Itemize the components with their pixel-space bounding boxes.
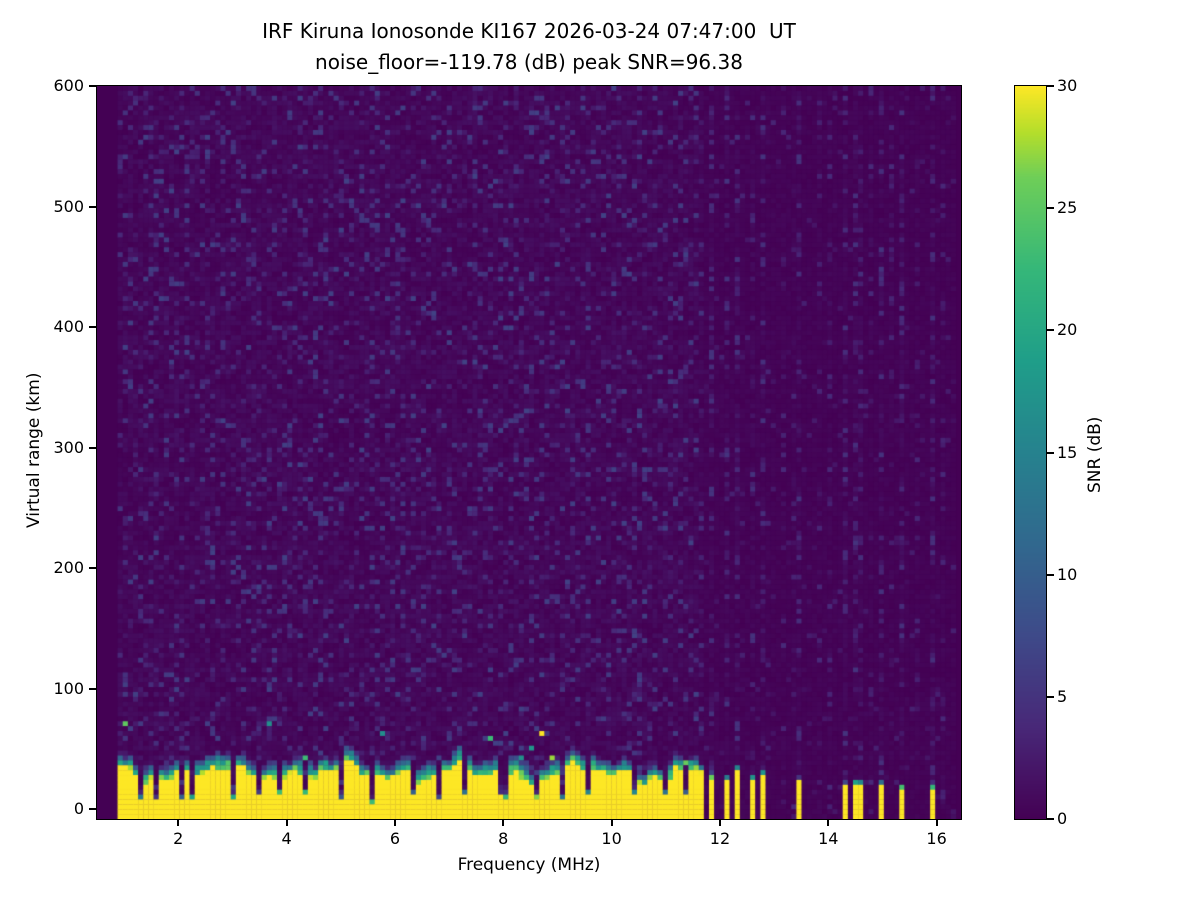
y-tick-label: 400: [53, 317, 84, 337]
colorbar-tick-mark: [1047, 329, 1054, 332]
y-tick-mark: [89, 85, 96, 87]
x-tick-mark: [285, 819, 288, 826]
colorbar-tick-mark: [1047, 451, 1054, 454]
x-tick-label: 6: [389, 829, 401, 848]
colorbar-tick-label: 25: [1057, 198, 1078, 218]
colorbar-tick-mark: [1047, 85, 1054, 87]
x-tick-label: 16: [926, 829, 947, 848]
y-tick-label: 300: [53, 437, 84, 457]
x-tick-label: 14: [818, 829, 839, 848]
x-tick-mark: [177, 819, 180, 826]
y-tick-mark: [89, 808, 96, 811]
y-tick-label: 500: [53, 196, 84, 216]
x-tick-mark: [827, 819, 830, 826]
colorbar-tick-mark: [1047, 573, 1054, 576]
colorbar-tick-mark: [1047, 207, 1054, 210]
x-tick-mark: [935, 819, 938, 826]
y-tick-mark: [89, 326, 96, 329]
chart-title-block: IRF Kiruna Ionosonde KI167 2026-03-24 07…: [96, 16, 962, 78]
x-tick-mark: [610, 819, 613, 826]
y-tick-label: 100: [53, 678, 84, 698]
colorbar-tick-label: 30: [1057, 76, 1078, 95]
colorbar-tick-mark: [1047, 695, 1054, 698]
colorbar-tick-mark: [1047, 818, 1054, 820]
heatmap-canvas: [97, 86, 961, 819]
colorbar-tick-label: 10: [1057, 564, 1078, 584]
x-tick-mark: [718, 819, 721, 826]
y-tick-mark: [89, 205, 96, 208]
y-tick-label: 0: [73, 799, 84, 819]
x-tick-label: 10: [601, 829, 622, 848]
y-tick-mark: [89, 687, 96, 690]
x-axis-label: Frequency (MHz): [457, 855, 601, 875]
colorbar-tick-label: 15: [1057, 442, 1078, 462]
y-tick-label: 600: [53, 76, 84, 95]
x-tick-mark: [393, 819, 396, 826]
chart-subtitle: noise_floor=-119.78 (dB) peak SNR=96.38: [315, 50, 743, 74]
x-tick-label: 4: [281, 829, 292, 848]
colorbar-label: SNR (dB): [1085, 416, 1105, 493]
x-tick-mark: [502, 819, 505, 826]
y-tick-mark: [89, 446, 96, 449]
chart-title: IRF Kiruna Ionosonde KI167 2026-03-24 07…: [262, 19, 796, 43]
x-tick-label: 8: [498, 829, 509, 848]
colorbar-gradient: [1015, 86, 1046, 819]
x-tick-label: 12: [709, 829, 731, 848]
colorbar-tick-label: 20: [1057, 320, 1078, 340]
colorbar-tick-label: 0: [1057, 809, 1068, 828]
x-tick-label: 2: [173, 829, 184, 848]
y-tick-mark: [89, 567, 96, 570]
plot-area: [96, 85, 962, 820]
colorbar: [1014, 85, 1047, 820]
colorbar-tick-label: 5: [1057, 686, 1068, 706]
y-tick-label: 200: [53, 558, 84, 578]
